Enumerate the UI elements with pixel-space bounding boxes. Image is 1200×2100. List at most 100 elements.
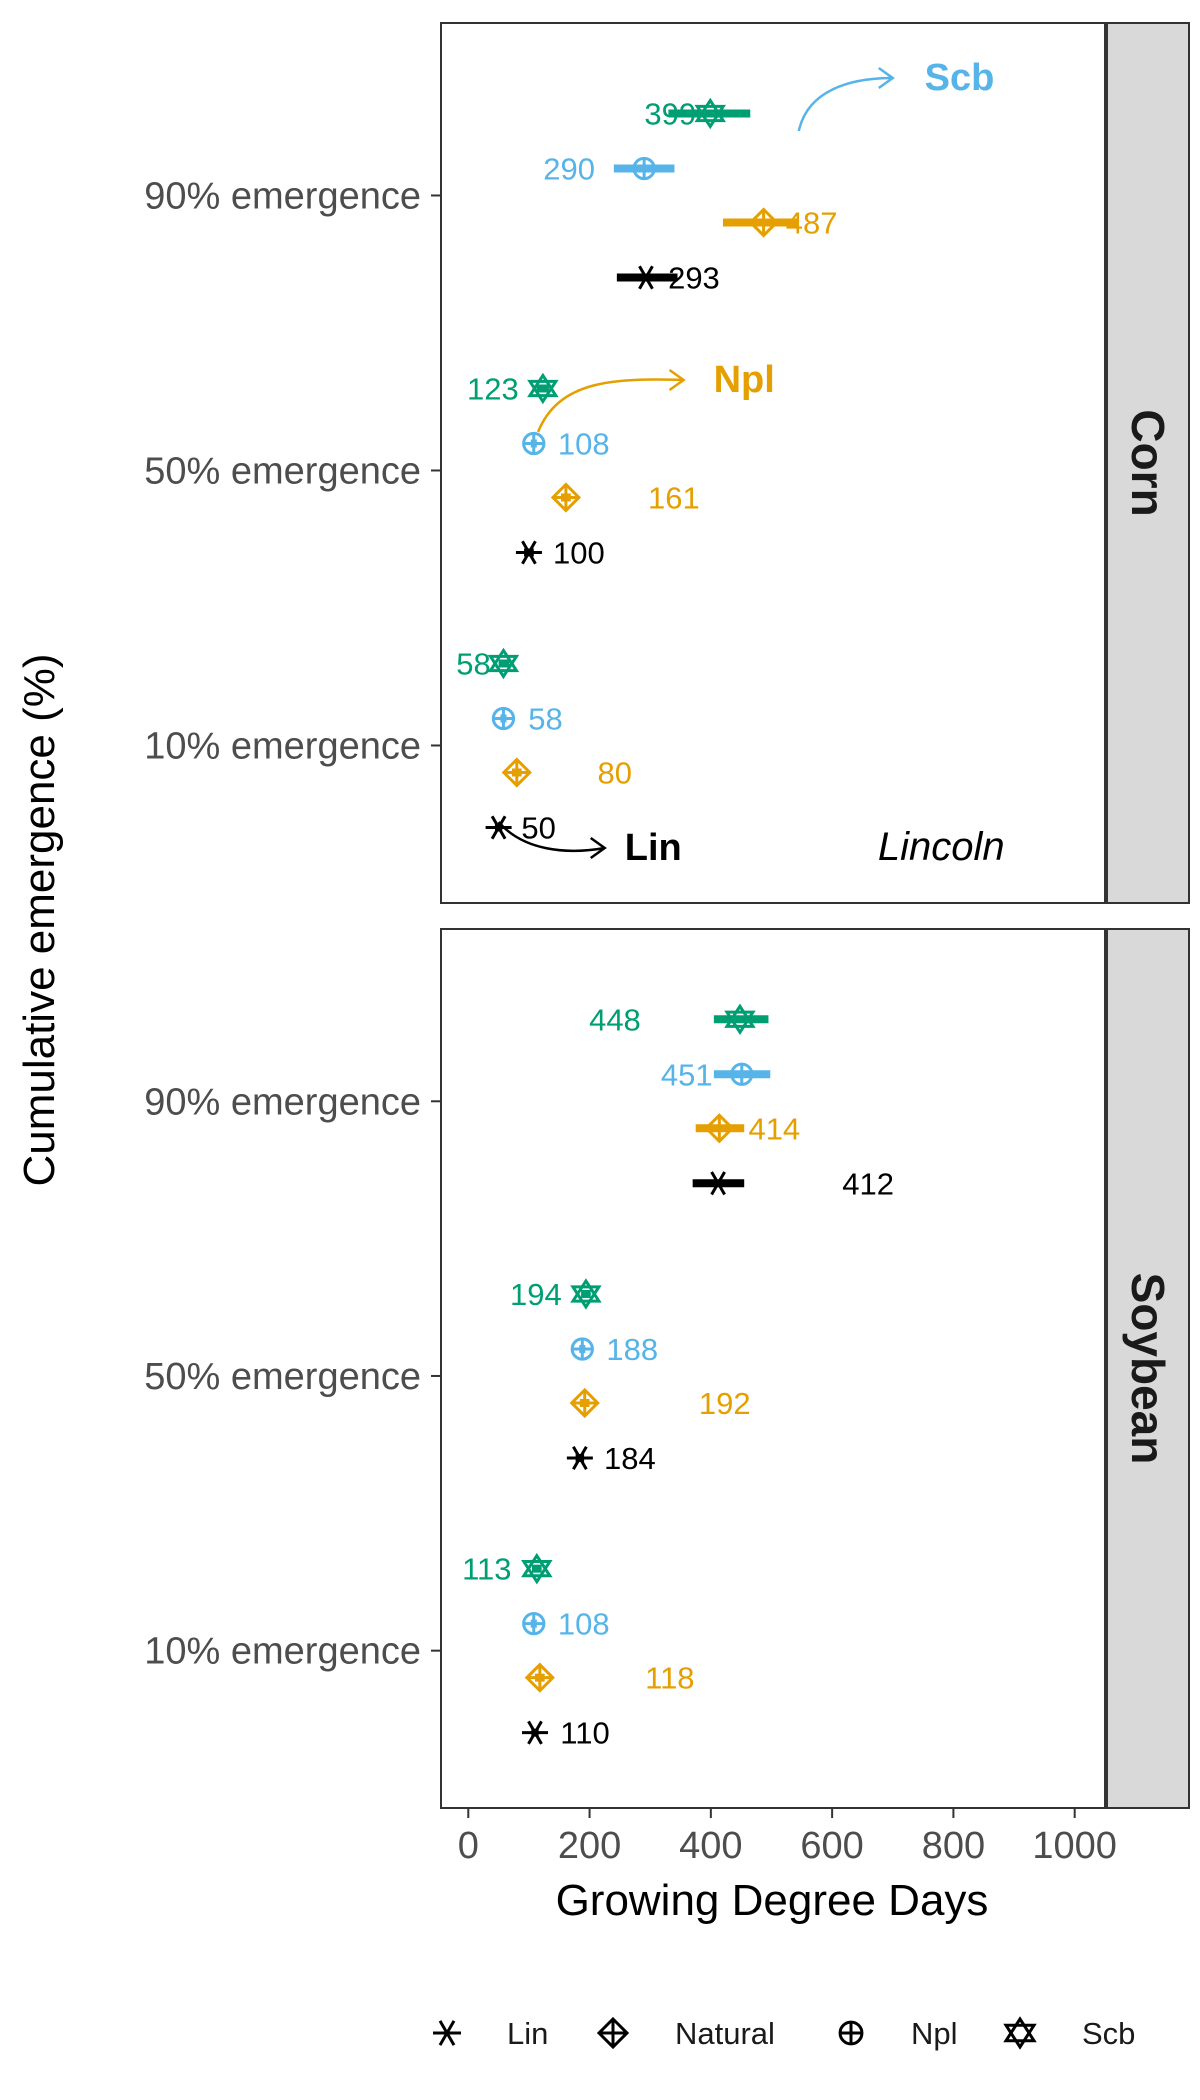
point-marker [522,1612,546,1636]
point-marker [724,1003,756,1036]
series-lin: 110 184 412 [521,1166,894,1751]
x-tick-label: 200 [558,1825,621,1867]
arrowhead [878,66,895,90]
data-label: 80 [598,755,632,790]
legend-item-scb: Scb [1003,2016,1135,2051]
facet-label: Soybean [1122,1273,1174,1465]
callout-label: Lin [625,827,682,869]
data-label: 487 [786,205,838,240]
series-natural: 118 192 414 [524,1111,800,1696]
series-scb: 58 123 399 [456,96,751,681]
legend-item-natural: Natural [596,2016,775,2051]
x-axis-title: Growing Degree Days [556,1876,989,1925]
data-label: 113 [462,1552,511,1587]
legend-item-lin: Lin [433,2016,548,2051]
data-label: 188 [606,1332,658,1367]
data-label: 108 [558,1607,610,1642]
series-npl: 108 188 451 [522,1057,771,1642]
callout-arrow [497,821,605,853]
data-label: 110 [560,1716,609,1751]
point-marker [527,372,559,405]
data-label: 194 [510,1277,562,1312]
callout-npl: Npl [536,359,775,433]
data-label: 399 [644,96,696,131]
panel-soybean: Soybean 10% emergence 50% emergence 90% eme… [144,928,1190,1809]
y-tick-label: 50% emergence [144,450,421,492]
y-tick-label: 90% emergence [144,1081,421,1123]
point-marker [570,1337,594,1361]
arrowhead [668,368,686,392]
y-tick-label: 90% emergence [144,175,421,217]
point-marker [569,1387,600,1419]
facet-panels: Corn 10% emergence 50% emergence 90% emerge… [144,22,1190,1809]
data-label: 293 [668,260,720,295]
point-marker [487,647,520,680]
x-tick-label: 400 [679,1825,742,1867]
point-marker [632,265,659,290]
callout-label: Scb [925,57,995,99]
facet-label: Corn [1122,409,1174,516]
point-marker [704,1113,735,1144]
y-axis-title: Cumulative emergence (%) [15,653,64,1186]
x-tick-label: 600 [800,1825,863,1867]
data-label: 290 [543,151,595,186]
series-npl: 58 108 290 [491,151,675,736]
panel-corn: Corn 10% emergence 50% emergence 90% emerge… [144,22,1190,904]
point-marker [694,97,726,130]
callout-scb: Scb [797,57,995,132]
panel-border [440,22,1106,904]
point-marker [524,1662,555,1693]
panel-border [440,928,1106,1809]
data-label: 451 [661,1057,713,1092]
data-label: 192 [699,1386,751,1421]
data-label: 123 [467,371,519,406]
facet-strip [1106,22,1190,904]
callout-label: Npl [714,359,775,401]
point-marker [550,482,582,513]
point-marker [748,207,779,238]
point-marker [491,706,516,731]
point-marker [566,1445,593,1470]
legend-key [838,2020,864,2046]
data-label: 50 [521,810,555,845]
x-axis: 0 200 400 600 800 1000 [458,1808,1117,1867]
callout-arrow [797,76,893,132]
facet-strip [1106,928,1190,1809]
data-label: 100 [553,535,605,570]
point-marker [521,1720,548,1745]
point-marker [730,1062,754,1086]
x-tick-label: 1000 [1032,1825,1117,1867]
data-label: 58 [456,646,490,681]
point-marker [570,1278,602,1310]
series-scb: 113 194 448 [462,1002,769,1587]
arrowhead [589,836,607,860]
legend-label: Npl [911,2016,958,2051]
callout-arrow [536,378,684,433]
point-marker [485,815,512,840]
data-label: 414 [748,1111,800,1146]
data-label: 118 [645,1661,694,1696]
legend-label: Lin [507,2016,548,2051]
data-label: 161 [648,480,700,515]
x-tick-label: 800 [922,1825,985,1867]
legend-key [1003,2016,1037,2050]
y-tick-label: 50% emergence [144,1356,421,1398]
point-marker [522,431,546,456]
data-label: 184 [604,1441,656,1476]
series-natural: 80 161 487 [501,205,838,790]
data-label: 448 [589,1002,641,1037]
legend: Lin Natural Npl Scb [433,2016,1135,2051]
x-tick-label: 0 [458,1825,479,1867]
point-marker [632,156,656,181]
data-label: 58 [528,701,562,736]
y-tick-label: 10% emergence [144,1631,421,1673]
panel-annotation: Lincoln [878,825,1005,869]
legend-key [433,2020,461,2046]
point-marker [705,1171,732,1196]
y-tick-label: 10% emergence [144,725,421,767]
point-marker [501,757,532,788]
callout-lin: Lin [497,821,682,869]
legend-item-npl: Npl [838,2016,958,2051]
legend-label: Scb [1082,2016,1135,2051]
